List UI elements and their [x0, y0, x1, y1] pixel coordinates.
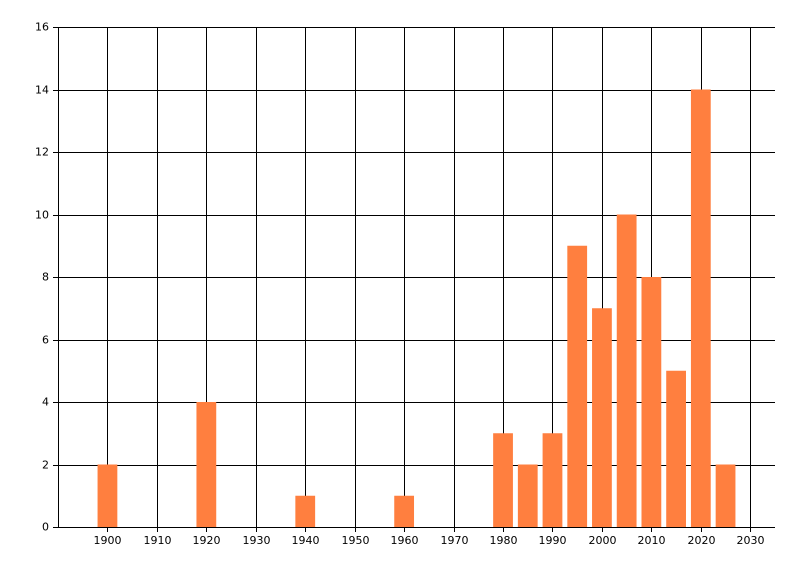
y-tick-label: 10: [35, 209, 49, 222]
bar: [196, 402, 217, 527]
bar: [641, 277, 662, 527]
x-tick-label: 1920: [193, 534, 221, 547]
x-tick-label: 2010: [638, 534, 666, 547]
x-tick-label: 1990: [539, 534, 567, 547]
bar: [394, 495, 415, 527]
x-tick-label: 1900: [94, 534, 122, 547]
y-tick-label: 2: [42, 459, 49, 472]
x-tick-label: 1940: [292, 534, 320, 547]
y-tick-label: 14: [35, 84, 49, 97]
y-tick-label: 0: [42, 521, 49, 534]
bar: [567, 245, 588, 527]
y-tick-label: 16: [35, 21, 49, 34]
bar: [715, 464, 736, 527]
x-tick-label: 1980: [490, 534, 518, 547]
x-tick-label: 1970: [441, 534, 469, 547]
bar: [493, 433, 513, 527]
bar: [542, 433, 563, 527]
x-tick-label: 1950: [342, 534, 370, 547]
y-tick-label: 8: [42, 271, 49, 284]
bar: [616, 214, 637, 527]
x-tick-label: 1930: [243, 534, 271, 547]
x-tick-label: 2000: [589, 534, 617, 547]
y-tick-label: 6: [42, 334, 49, 347]
x-tick-label: 2030: [737, 534, 765, 547]
bar: [295, 495, 316, 527]
y-tick-label: 4: [42, 396, 49, 409]
bar: [690, 89, 711, 527]
bar: [517, 464, 538, 527]
bar: [592, 308, 612, 527]
x-tick-label: 2020: [688, 534, 716, 547]
bar: [666, 370, 686, 527]
y-tick-label: 12: [35, 146, 49, 159]
bar: [97, 464, 118, 527]
x-tick-label: 1960: [391, 534, 419, 547]
x-tick-label: 1910: [144, 534, 172, 547]
